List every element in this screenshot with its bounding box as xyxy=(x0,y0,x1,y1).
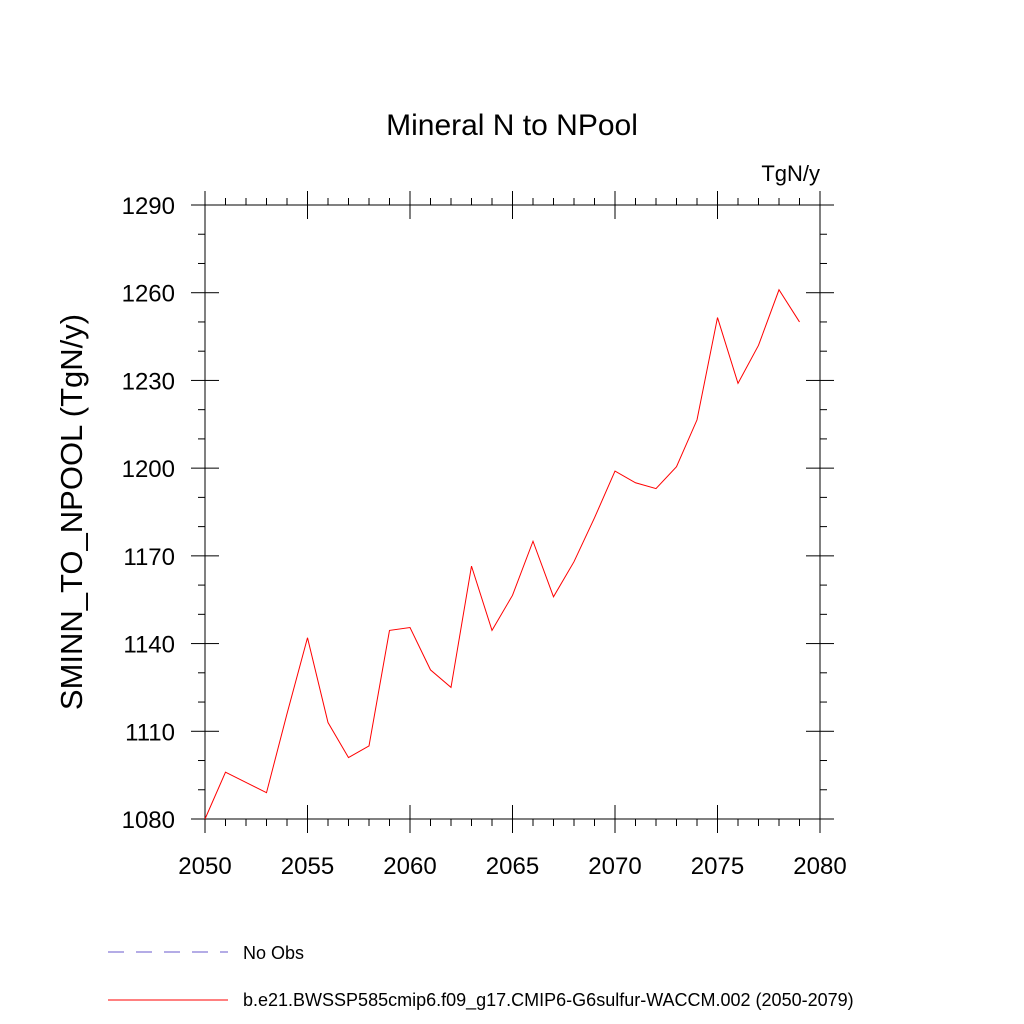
y-axis-ticks xyxy=(191,204,834,820)
x-tick-label: 2055 xyxy=(281,853,334,880)
y-axis-tick-labels: 1080 1110 1140 1170 1200 1230 1260 1290 xyxy=(122,193,175,834)
units-label: TgN/y xyxy=(761,161,820,186)
y-tick-label: 1290 xyxy=(122,193,175,220)
legend-label-no-obs: No Obs xyxy=(243,943,304,963)
x-axis-tick-labels: 2050 2055 2060 2065 2070 2075 2080 xyxy=(178,853,846,880)
x-tick-label: 2050 xyxy=(178,853,231,880)
series-lines xyxy=(204,288,800,820)
y-tick-label: 1170 xyxy=(123,544,175,571)
x-axis-ticks xyxy=(204,191,821,833)
x-tick-label: 2080 xyxy=(793,853,846,880)
x-tick-label: 2075 xyxy=(691,853,744,880)
chart-title: Mineral N to NPool xyxy=(386,109,638,142)
plot-frame xyxy=(204,204,821,820)
legend-label-model: b.e21.BWSSP585cmip6.f09_g17.CMIP6-G6sulf… xyxy=(243,990,854,1011)
x-tick-label: 2060 xyxy=(383,853,436,880)
x-tick-label: 2070 xyxy=(588,853,641,880)
x-tick-label: 2065 xyxy=(486,853,539,880)
y-tick-label: 1200 xyxy=(122,456,175,483)
y-tick-label: 1080 xyxy=(122,807,175,834)
y-tick-label: 1260 xyxy=(122,281,175,308)
y-axis-label: SMINN_TO_NPOOL (TgN/y) xyxy=(54,314,89,710)
legend: No Obs b.e21.BWSSP585cmip6.f09_g17.CMIP6… xyxy=(108,943,854,1011)
series-line-0 xyxy=(204,288,800,820)
y-tick-label: 1110 xyxy=(125,719,175,746)
y-tick-label: 1230 xyxy=(122,368,175,395)
y-tick-label: 1140 xyxy=(123,632,175,659)
